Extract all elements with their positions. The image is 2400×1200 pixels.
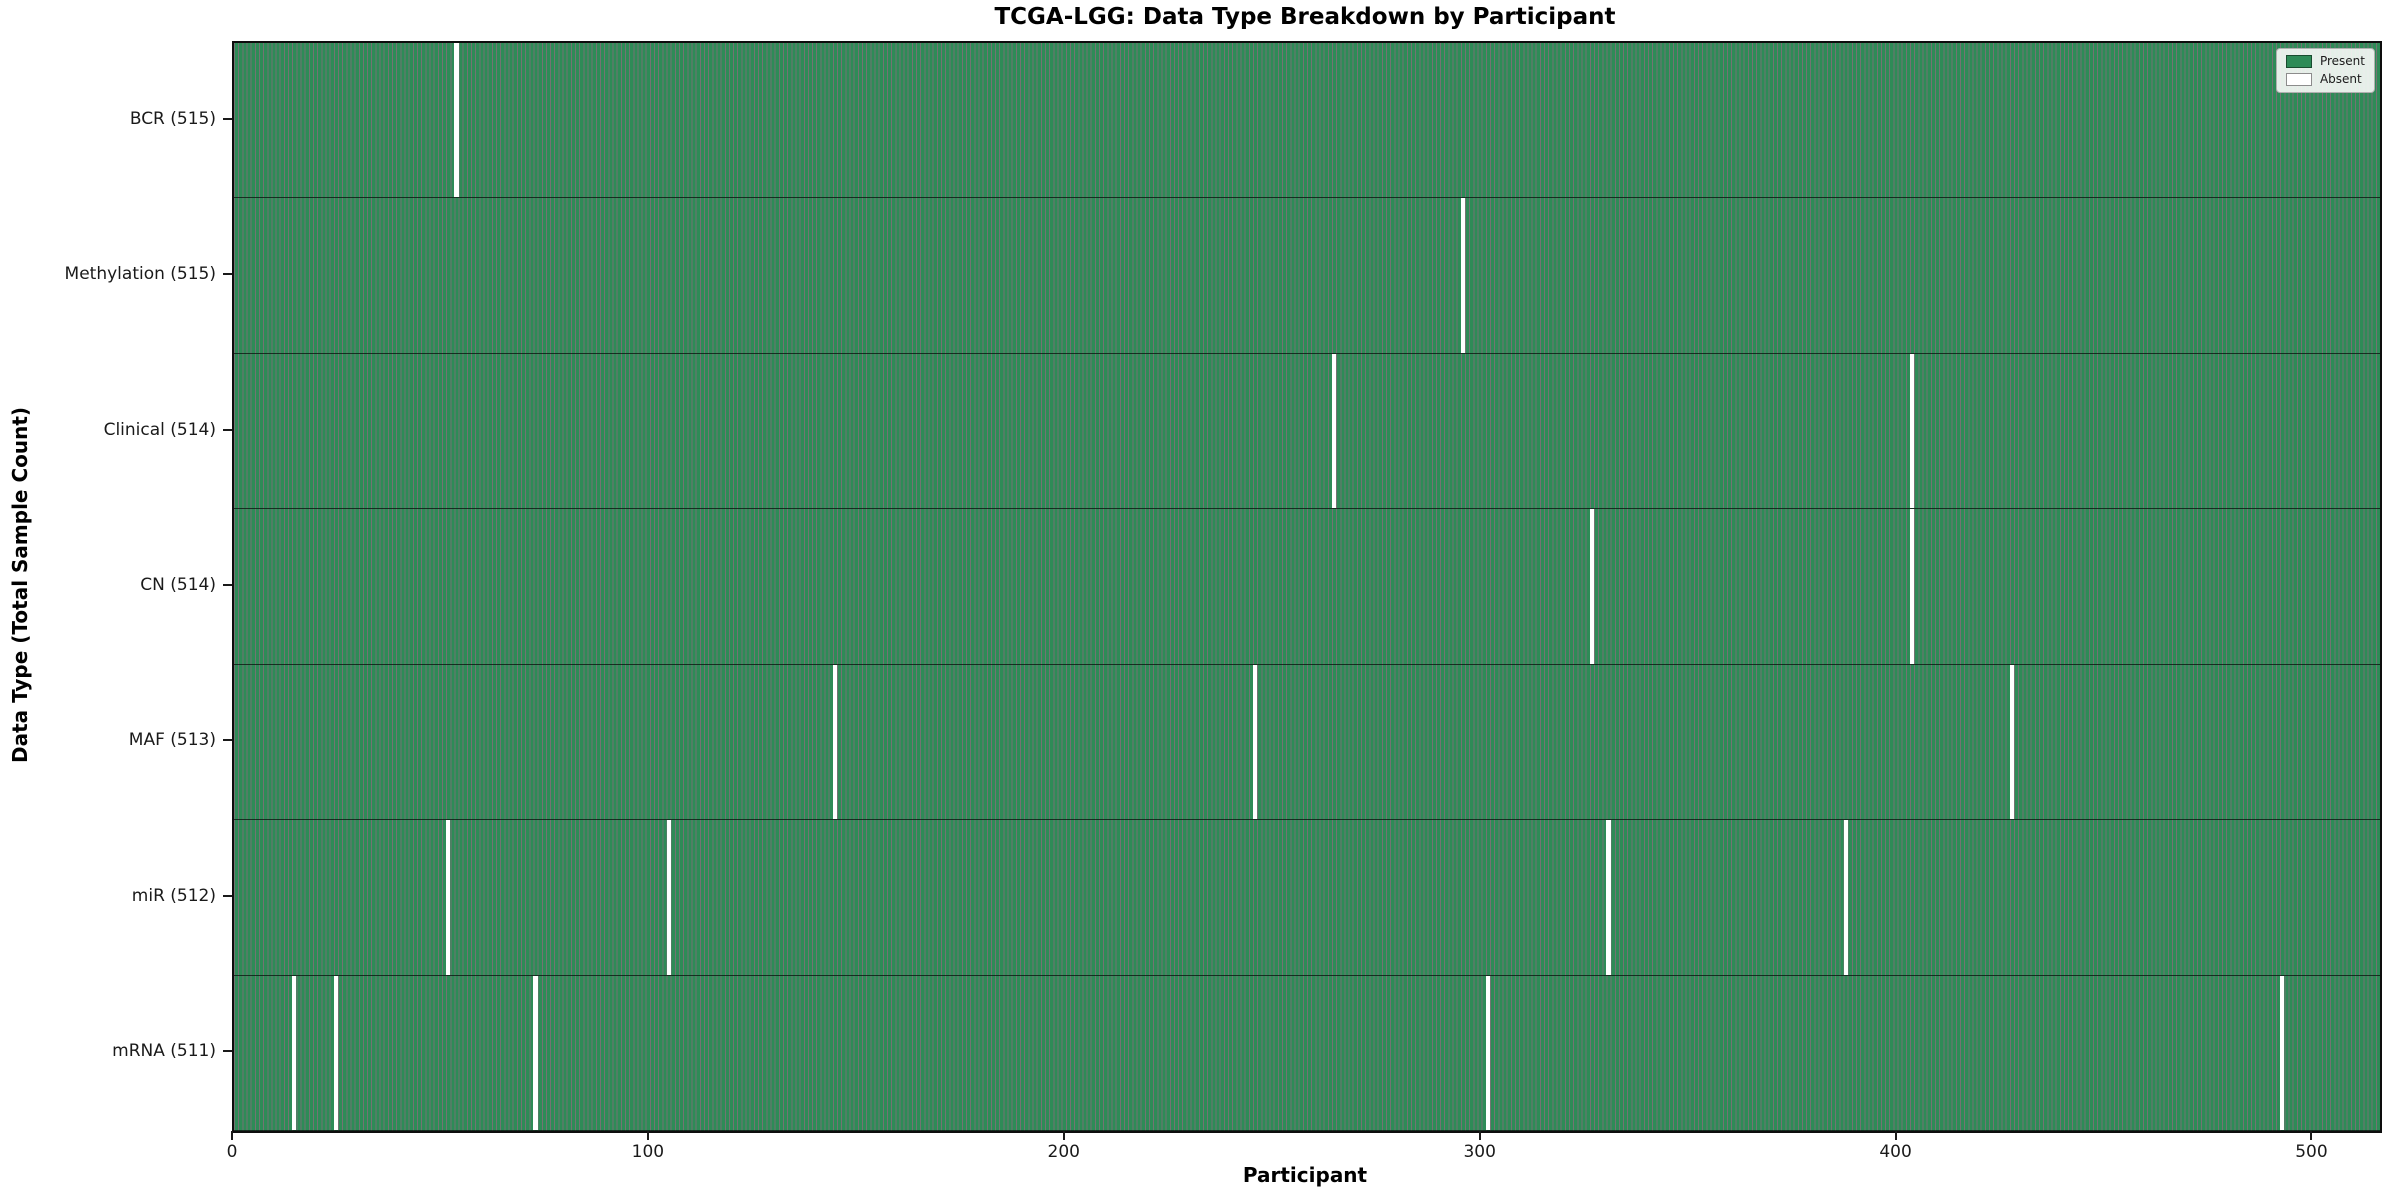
absent-gap-cn-403 [1910, 509, 1915, 664]
y-tick [223, 428, 232, 431]
y-tick-label-mrna: mRNA (511) [112, 1041, 216, 1062]
y-tick-label-methylation: Methylation (515) [64, 264, 216, 285]
data-row-methylation [234, 198, 2380, 354]
absent-gap-maf-427 [2009, 664, 2014, 820]
x-tick [1894, 1131, 1897, 1140]
absent-gap-mrna-492 [2280, 975, 2285, 1130]
x-tick [231, 1131, 233, 1140]
y-tick-label-mir: miR (512) [131, 885, 216, 906]
absent-gap-mrna-14 [292, 975, 297, 1130]
data-row-mir [234, 820, 2380, 976]
absent-gap-bcr-53 [454, 43, 459, 198]
absent-gap-clinical-264 [1331, 353, 1337, 509]
y-tick [223, 1050, 232, 1053]
absent-gap-mrna-301 [1485, 975, 1490, 1130]
x-tick [1062, 1131, 1065, 1140]
y-tick-label-bcr: BCR (515) [129, 108, 216, 129]
x-tick-label-500: 500 [2295, 1142, 2328, 1162]
y-tick-label-maf: MAF (513) [128, 730, 216, 751]
legend-swatch-absent [2285, 73, 2312, 86]
y-tick [223, 894, 232, 897]
y-tick-label-clinical: Clinical (514) [103, 419, 216, 440]
x-tick-label-0: 0 [226, 1142, 238, 1162]
x-tick [646, 1131, 649, 1140]
absent-gap-maf-144 [832, 664, 838, 820]
legend-label: Present [2319, 54, 2365, 68]
x-tick [2310, 1131, 2313, 1140]
absent-gap-mrna-24 [333, 975, 338, 1130]
x-tick-label-100: 100 [631, 1142, 665, 1162]
absent-gap-cn-326 [1589, 509, 1594, 664]
y-tick [223, 739, 232, 742]
x-tick-label-300: 300 [1463, 1142, 1496, 1162]
absent-gap-maf-245 [1252, 664, 1258, 820]
legend-label: Absent [2319, 72, 2362, 86]
absent-gap-mir-104 [666, 820, 671, 975]
data-row-mrna [234, 975, 2380, 1131]
legend-swatch-present [2285, 55, 2312, 68]
absent-gap-mrna-72 [533, 975, 538, 1130]
x-axis-title: Participant [1242, 1163, 1368, 1187]
legend: Present Absent [2275, 48, 2375, 93]
absent-gap-mir-51 [446, 820, 451, 975]
legend-item-present: Present [2285, 54, 2365, 68]
y-tick [223, 584, 232, 586]
data-row-bcr [234, 43, 2380, 199]
x-tick-label-200: 200 [1047, 1142, 1080, 1162]
data-row-maf [234, 664, 2380, 821]
y-tick-label-cn: CN (514) [140, 575, 216, 595]
absent-gap-methylation-295 [1460, 198, 1466, 353]
y-tick [223, 117, 232, 120]
plot-area: Present Absent [232, 41, 2382, 1133]
data-row-cn [234, 509, 2380, 665]
chart-title: TCGA-LGG: Data Type Breakdown by Partici… [994, 4, 1616, 30]
y-tick [223, 273, 232, 276]
absent-gap-clinical-403 [1910, 353, 1915, 509]
x-tick [1478, 1131, 1481, 1140]
absent-gap-mir-387 [1843, 820, 1848, 975]
legend-item-absent: Absent [2285, 72, 2365, 86]
x-tick-label-400: 400 [1879, 1142, 1912, 1162]
absent-gap-mir-330 [1606, 820, 1611, 975]
data-row-clinical [234, 353, 2380, 510]
